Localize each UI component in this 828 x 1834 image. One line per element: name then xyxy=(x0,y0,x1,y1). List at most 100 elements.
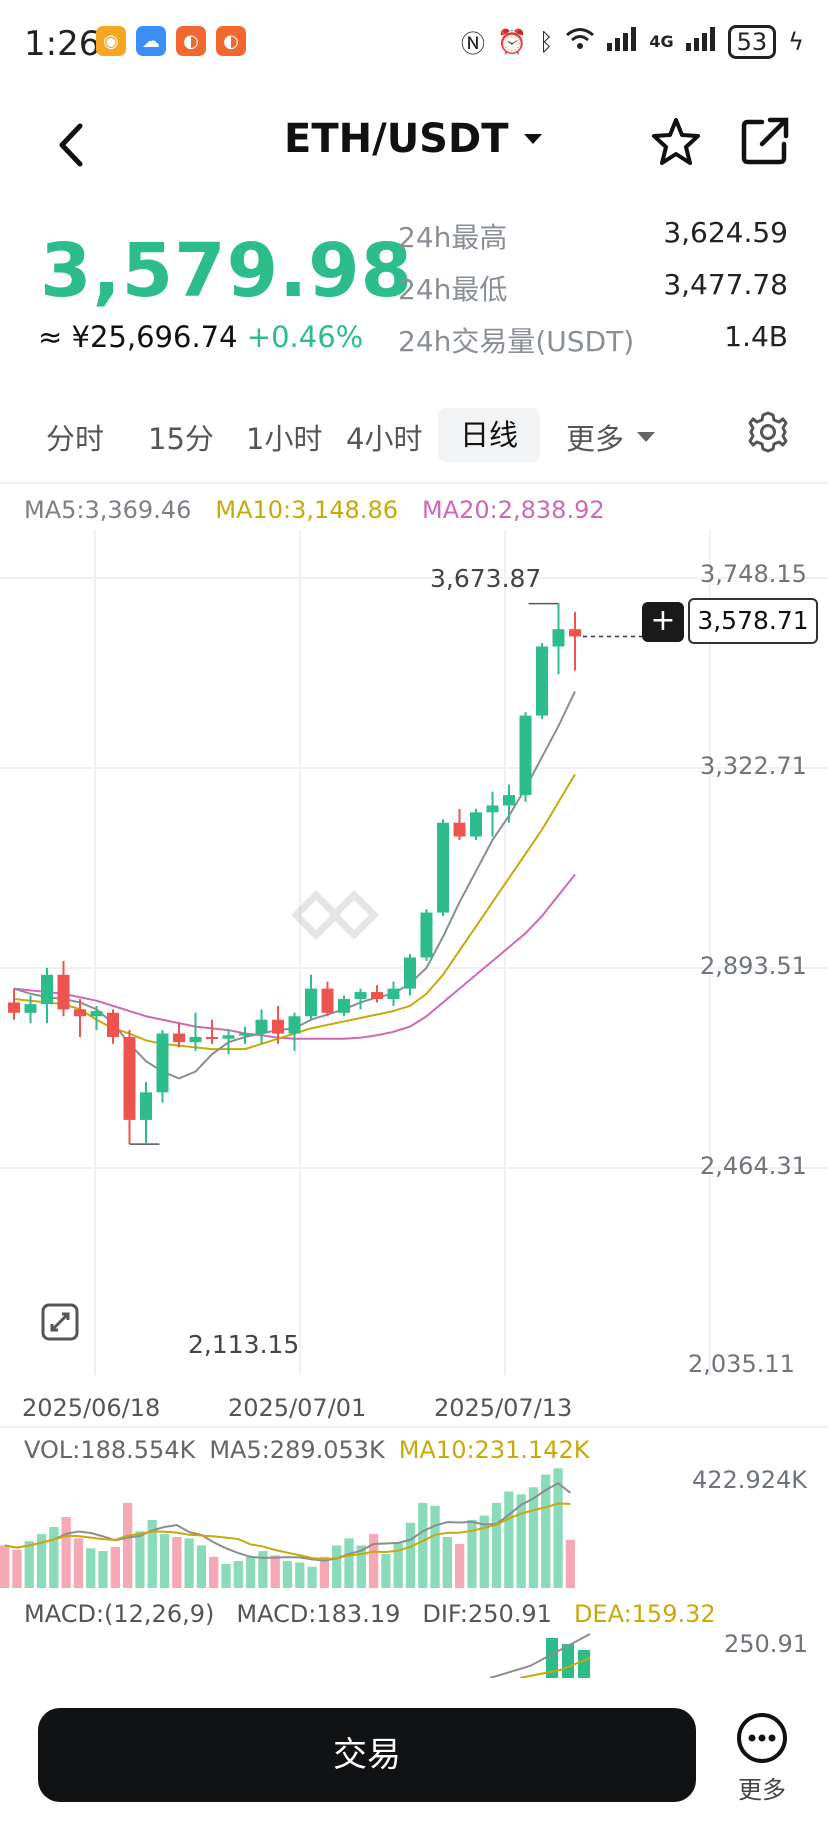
stat-value: 1.4B xyxy=(724,320,788,353)
ma-legend: MA5:3,369.46 MA10:3,148.86 MA20:2,838.92 xyxy=(24,496,605,524)
share-icon[interactable] xyxy=(740,116,790,166)
weibo-icon: ◉ xyxy=(96,26,126,56)
pair-title: ETH/USDT xyxy=(284,116,509,162)
alarm-icon: ⏰ xyxy=(497,27,527,56)
volume-bar xyxy=(233,1561,243,1588)
caret-down-icon xyxy=(637,432,656,442)
signal-icon xyxy=(607,26,637,57)
back-arrow-icon[interactable] xyxy=(52,120,92,170)
status-time: 1:26 xyxy=(24,24,101,64)
y-tick-label: 2,464.31 xyxy=(700,1152,807,1180)
tab-1d[interactable]: 日线 xyxy=(438,408,540,462)
macd-value: MACD:183.19 xyxy=(236,1600,401,1628)
stat-value: 3,624.59 xyxy=(663,216,788,249)
volume-bar xyxy=(73,1538,84,1588)
candle-body xyxy=(371,992,383,999)
nfc-icon: Ⓝ xyxy=(461,30,486,58)
battery-level: 53 xyxy=(727,24,777,59)
volume-bar xyxy=(49,1526,59,1588)
tab-1h[interactable]: 1小时 xyxy=(246,422,323,456)
volume-ma5-line xyxy=(4,1481,571,1562)
more-label: 更多 xyxy=(738,1776,786,1804)
volume-bar xyxy=(516,1494,526,1588)
stat-value: 3,477.78 xyxy=(663,268,788,301)
trade-button[interactable]: 交易 xyxy=(38,1708,696,1802)
vol-ma10-legend: MA10:231.142K xyxy=(398,1436,590,1464)
timeframe-tabs: 分时 15分 1小时 4小时 日线 更多 xyxy=(0,408,828,472)
tab-4h[interactable]: 4小时 xyxy=(346,422,423,456)
candle-body xyxy=(387,988,400,999)
candle-body xyxy=(569,629,581,637)
candle-body xyxy=(239,1033,251,1036)
favorite-star-icon[interactable] xyxy=(650,116,702,168)
volume-bar xyxy=(541,1474,551,1588)
volume-bar xyxy=(368,1534,379,1588)
fullscreen-expand-icon[interactable] xyxy=(40,1302,80,1342)
tab-more[interactable]: 更多 xyxy=(566,416,656,458)
caret-down-icon xyxy=(524,134,543,144)
volume-bar xyxy=(0,1545,10,1588)
volume-bar xyxy=(36,1534,47,1588)
candlestick-chart[interactable] xyxy=(0,530,828,1380)
more-dots-icon xyxy=(737,1713,787,1763)
add-alert-plus-icon[interactable]: + xyxy=(642,602,684,642)
candle-body xyxy=(107,1012,119,1037)
pair-selector[interactable]: ETH/USDT xyxy=(284,116,544,162)
divider xyxy=(0,482,828,484)
dif-value: DIF:250.91 xyxy=(422,1600,552,1628)
status-bar: 1:26 ◉ ☁ ◐ ◐ Ⓝ ⏰ ᛒ 4G 53 ϟ xyxy=(0,0,828,88)
volume-bar xyxy=(442,1536,453,1588)
candle-body xyxy=(338,998,350,1013)
volume-bar xyxy=(344,1538,354,1588)
weather-icon: ☁ xyxy=(136,26,166,56)
candle-body xyxy=(156,1033,169,1093)
volume-bar xyxy=(270,1555,280,1588)
tab-15m[interactable]: 15分 xyxy=(148,422,214,456)
y-tick-label: 2,035.11 xyxy=(688,1350,795,1378)
charging-icon: ϟ xyxy=(788,27,804,56)
volume-bar xyxy=(245,1556,256,1588)
macd-params: MACD:(12,26,9) xyxy=(24,1600,215,1628)
volume-ma10-line xyxy=(4,1502,571,1561)
volume-bar xyxy=(98,1551,108,1588)
candle-body xyxy=(437,822,449,913)
app-notification-icon-2: ◐ xyxy=(216,26,246,56)
volume-bar xyxy=(282,1561,293,1588)
volume-bar xyxy=(381,1553,391,1588)
price-sub: ≈ ¥25,696.74 +0.46% xyxy=(38,320,363,354)
dea-value: DEA:159.32 xyxy=(573,1600,716,1628)
vol-legend: VOL:188.554K xyxy=(24,1436,196,1464)
candle-body xyxy=(222,1035,235,1039)
notification-icons: ◉ ☁ ◐ ◐ xyxy=(96,26,246,56)
volume-bar xyxy=(172,1536,182,1588)
more-button[interactable]: 更多 xyxy=(730,1712,794,1805)
volume-bar xyxy=(86,1548,96,1588)
candle-body xyxy=(536,646,548,716)
tab-timeline[interactable]: 分时 xyxy=(46,422,105,456)
high-price-label: 3,673.87 xyxy=(430,564,542,593)
candle-body xyxy=(8,1002,20,1013)
volume-bar xyxy=(528,1487,539,1588)
volume-bar xyxy=(332,1545,342,1588)
chart-settings-gear-icon[interactable] xyxy=(746,410,790,454)
current-price-tag: 3,578.71 xyxy=(688,598,818,644)
volume-legend: VOL:188.554K MA5:289.053K MA10:231.142K xyxy=(24,1436,590,1464)
candle-body xyxy=(503,795,515,806)
stat-row-volume: 24h交易量(USDT) 1.4B xyxy=(398,320,788,372)
volume-bar xyxy=(319,1556,330,1588)
candle-body xyxy=(552,629,565,647)
ma10-legend: MA10:3,148.86 xyxy=(215,496,398,524)
candle-body xyxy=(41,974,53,1005)
low-price-label: 2,113.15 xyxy=(188,1330,300,1359)
volume-bar xyxy=(430,1505,440,1588)
volume-bar xyxy=(184,1538,194,1588)
volume-bar xyxy=(504,1491,514,1588)
candle-body xyxy=(24,1004,37,1013)
volume-bar xyxy=(295,1562,305,1588)
stat-row-low: 24h最低 3,477.78 xyxy=(398,268,788,320)
y-tick-label: 2,893.51 xyxy=(700,952,807,980)
y-tick-label: 3,322.71 xyxy=(700,752,807,780)
candle-body xyxy=(57,974,70,1010)
candle-body xyxy=(90,1011,103,1017)
watermark-logo xyxy=(292,890,378,940)
